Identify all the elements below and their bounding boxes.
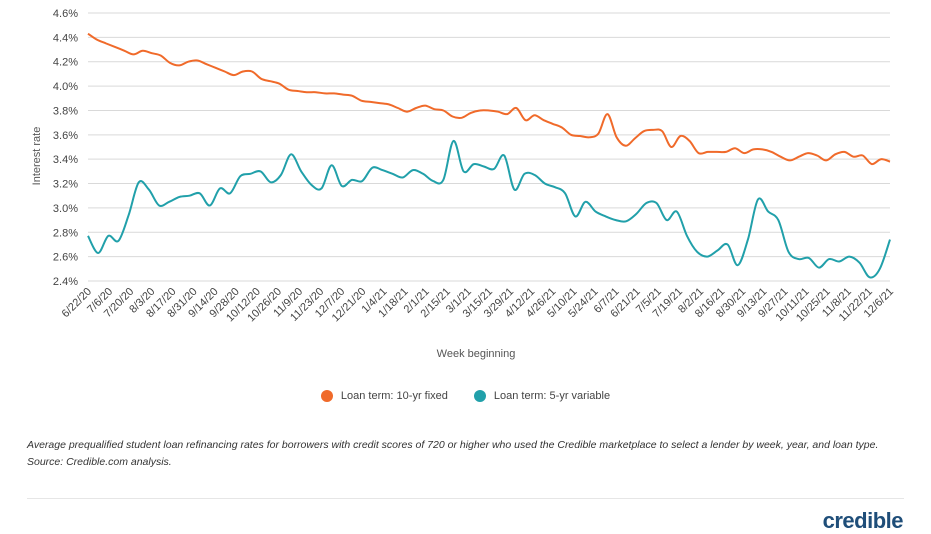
y-tick-label: 3.0% — [53, 203, 78, 215]
y-tick-label: 4.0% — [53, 81, 78, 93]
legend-label-10yr-fixed: Loan term: 10-yr fixed — [340, 390, 448, 402]
y-tick-label: 3.4% — [53, 154, 78, 166]
y-axis-ticks: 4.6% 4.4% 4.2% 4.0% 3.8% 3.6% 3.4% 3.2% 3.0% 2.8%… — [53, 8, 78, 288]
brand-logo: credible — [822, 508, 904, 533]
y-tick-label: 3.8% — [53, 105, 78, 117]
legend: Loan term: 10-yr fixed Loan term: 5-yr v… — [0, 390, 931, 402]
y-tick-label: 4.6% — [53, 8, 78, 20]
y-tick-label: 2.4% — [53, 276, 78, 288]
y-tick-label: 3.6% — [53, 130, 78, 142]
series-line-10yr-fixed — [87, 32, 891, 166]
legend-item-10yr-fixed[interactable]: Loan term: 10-yr fixed — [320, 390, 448, 402]
x-axis-title: Week beginning — [437, 348, 516, 360]
y-tick-label: 3.2% — [53, 179, 78, 191]
y-tick-label: 4.2% — [53, 57, 78, 69]
chart-caption: Average prequalified student loan refina… — [27, 439, 879, 468]
gridlines — [88, 12, 890, 282]
legend-item-5yr-variable[interactable]: Loan term: 5-yr variable — [473, 390, 611, 402]
line-chart: 4.6% 4.4% 4.2% 4.0% 3.8% 3.6% 3.4% 3.2% 3.0% 2.8%… — [31, 8, 896, 360]
y-axis-title: Interest rate — [31, 127, 43, 186]
legend-marker-10yr-fixed — [320, 390, 333, 402]
series-line-5yr-variable — [87, 139, 891, 279]
legend-marker-5yr-variable — [473, 390, 486, 402]
y-tick-label: 4.4% — [53, 32, 78, 44]
legend-label-5yr-variable: Loan term: 5-yr variable — [493, 390, 611, 402]
y-tick-label: 2.8% — [53, 227, 78, 239]
series-lines — [87, 32, 891, 279]
y-tick-label: 2.6% — [53, 252, 78, 264]
x-axis-ticks: 6/22/207/6/207/20/208/3/208/17/208/31/20… — [60, 286, 896, 325]
footer-divider — [27, 498, 904, 499]
